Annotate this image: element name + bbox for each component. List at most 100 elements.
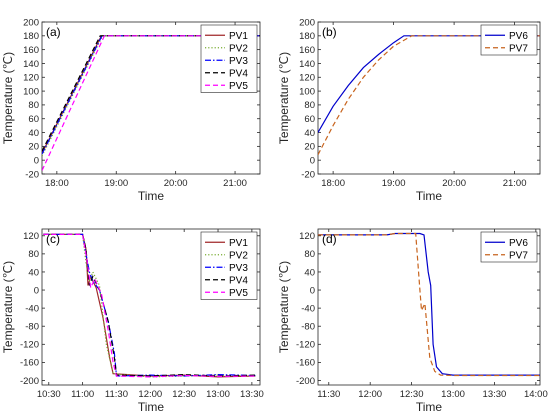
y-tick-label: 0 (34, 155, 39, 166)
legend-label: PV5 (229, 288, 248, 299)
panel-label: (c) (46, 232, 60, 246)
x-tick-label: 13:00 (441, 389, 465, 400)
legend-label: PV7 (509, 43, 528, 54)
y-tick-label: -80 (301, 322, 315, 333)
y-tick-label: 120 (23, 73, 39, 84)
y-tick-label: 40 (304, 267, 315, 278)
legend-box (480, 231, 538, 263)
y-tick-label: -160 (296, 358, 315, 369)
y-tick-label: 60 (28, 114, 39, 125)
x-tick-label: 12:00 (358, 389, 382, 400)
legend-label: PV6 (509, 31, 528, 42)
x-tick-label: 11:00 (71, 389, 94, 400)
y-tick-label: 120 (299, 231, 315, 242)
panel-label: (d) (322, 232, 337, 246)
x-tick-label: 21:00 (503, 178, 527, 189)
y-tick-label: 180 (23, 31, 39, 42)
legend-label: PV1 (229, 31, 248, 42)
y-axis-label: Temperature (℃) (277, 52, 291, 144)
y-tick-label: -120 (296, 340, 315, 351)
y-tick-label: -40 (301, 303, 315, 314)
series-line-pv1 (43, 233, 256, 378)
legend-label: PV3 (229, 56, 248, 67)
y-axis-label: Temperature (℃) (277, 261, 291, 353)
y-tick-label: 40 (28, 267, 39, 278)
y-tick-label: 80 (304, 249, 315, 260)
legend-label: PV6 (509, 238, 528, 249)
y-tick-label: 0 (310, 285, 315, 296)
legend-label: PV3 (229, 263, 248, 274)
legend-box (480, 24, 538, 56)
x-axis-label: Time (138, 189, 165, 203)
y-axis-label: Temperature (℃) (1, 52, 15, 144)
chart-panel-1: -20 0 20 40 60 80 100 120 140 160 180 200 18:00 19:00… (1, 17, 261, 203)
x-tick-label: 20:00 (442, 178, 466, 189)
y-tick-label: 0 (34, 285, 39, 296)
y-tick-label: 20 (28, 142, 39, 153)
y-tick-label: -160 (20, 358, 39, 369)
y-tick-label: 100 (299, 86, 315, 97)
y-tick-label: 120 (23, 231, 39, 242)
y-tick-label: 80 (28, 249, 39, 260)
legend-box (200, 24, 258, 93)
series-line-pv6 (318, 35, 540, 133)
y-axis-label: Temperature (℃) (1, 261, 15, 353)
x-axis-label: Time (416, 400, 443, 414)
x-tick-label: 10:30 (37, 389, 61, 400)
chart-panel-3: -200 -160 -120 -80 -40 0 40 80 120 10:30 11:00 11:3… (1, 228, 264, 414)
y-tick-label: 80 (28, 100, 39, 111)
y-tick-label: 0 (310, 155, 315, 166)
y-tick-label: 100 (23, 86, 39, 97)
x-tick-label: 19:00 (382, 178, 406, 189)
panel-label: (b) (322, 25, 337, 39)
series-line-pv7 (318, 232, 540, 377)
y-tick-label: -40 (25, 303, 39, 314)
y-tick-label: 200 (299, 17, 315, 28)
legend-label: PV1 (229, 238, 248, 249)
legend-label: PV2 (229, 43, 248, 54)
x-tick-label: 19:00 (104, 178, 128, 189)
y-tick-label: -120 (20, 340, 39, 351)
x-tick-label: 12:30 (172, 389, 196, 400)
x-tick-label: 20:00 (164, 178, 188, 189)
series-line-pv4 (43, 233, 256, 377)
y-tick-label: 40 (28, 128, 39, 139)
legend-label: PV7 (509, 250, 528, 261)
y-tick-label: 160 (23, 45, 39, 56)
legend-label: PV5 (229, 81, 248, 92)
x-tick-label: 12:00 (138, 389, 162, 400)
x-tick-label: 18:00 (321, 178, 345, 189)
chart-panel-2: -20 0 20 40 60 80 100 120 140 160 180 200 18:00 19:00… (277, 17, 541, 203)
y-tick-label: 20 (304, 142, 315, 153)
x-tick-label: 18:00 (45, 178, 69, 189)
y-tick-label: 140 (299, 59, 315, 70)
legend-label: PV4 (229, 68, 248, 79)
x-tick-label: 11:30 (317, 389, 340, 400)
legend-label: PV2 (229, 250, 248, 261)
y-tick-label: 200 (23, 17, 39, 28)
x-axis-label: Time (416, 189, 443, 203)
y-tick-label: 60 (304, 114, 315, 125)
x-tick-label: 21:00 (223, 178, 247, 189)
y-tick-label: 40 (304, 128, 315, 139)
panel-label: (a) (46, 25, 61, 39)
legend-box (200, 231, 258, 300)
x-tick-label: 13:00 (206, 389, 230, 400)
chart-panel-4: -200 -160 -120 -80 -40 0 40 80 120 11:30 12:00 12:3… (277, 228, 548, 414)
y-tick-label: -200 (296, 376, 315, 387)
x-tick-label: 13:30 (240, 389, 264, 400)
y-tick-label: 140 (23, 59, 39, 70)
x-tick-label: 14:00 (524, 389, 548, 400)
x-tick-label: 12:30 (400, 389, 424, 400)
y-tick-label: 120 (299, 73, 315, 84)
x-axis-label: Time (138, 400, 165, 414)
x-tick-label: 13:30 (483, 389, 507, 400)
x-tick-label: 11:30 (105, 389, 128, 400)
y-tick-label: -80 (25, 322, 39, 333)
y-tick-label: -20 (301, 169, 315, 180)
y-tick-label: -20 (25, 169, 39, 180)
y-tick-label: 160 (299, 45, 315, 56)
y-tick-label: 180 (299, 31, 315, 42)
y-tick-label: 80 (304, 100, 315, 111)
